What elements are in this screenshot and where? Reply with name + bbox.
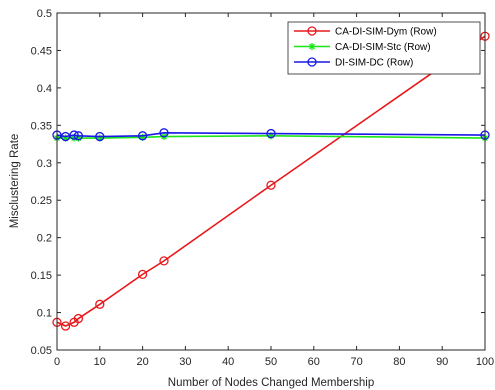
data-point — [60, 131, 71, 142]
legend-entry: CA-DI-SIM-Dym (Row) — [294, 26, 437, 38]
data-point — [137, 269, 148, 280]
data-point — [159, 256, 169, 266]
x-tick-label: 50 — [265, 356, 277, 368]
x-tick-label: 100 — [476, 356, 494, 368]
data-point — [137, 131, 148, 141]
x-tick-label: 90 — [436, 356, 448, 368]
y-tick-label: 0.1 — [37, 308, 52, 320]
legend-marker-stroke — [309, 43, 315, 50]
x-tick-label: 20 — [136, 356, 148, 368]
data-point — [73, 313, 84, 324]
y-tick-label: 0.4 — [37, 83, 52, 95]
y-tick-label: 0.05 — [31, 345, 52, 357]
legend-marker — [308, 43, 316, 50]
data-point — [159, 128, 169, 138]
legend-label: CA-DI-SIM-Dym (Row) — [335, 27, 437, 38]
legend-entry: DI-SIM-DC (Row) — [294, 57, 413, 69]
x-axis-label: Number of Nodes Changed Membership — [168, 377, 374, 389]
data-point — [266, 180, 276, 190]
legend-label: CA-DI-SIM-Stc (Row) — [335, 42, 431, 53]
legend-entries: CA-DI-SIM-Dym (Row) CA-DI-SIM-Stc (Row) DI… — [294, 26, 437, 69]
data-point — [73, 131, 84, 141]
y-tick-label: 0.15 — [31, 270, 52, 282]
y-tick-label: 0.2 — [37, 233, 52, 245]
data-point — [266, 128, 276, 139]
x-tick-label: 60 — [308, 356, 320, 368]
legend-label: DI-SIM-DC (Row) — [335, 58, 413, 69]
legend: CA-DI-SIM-Dym (Row) CA-DI-SIM-Stc (Row) DI… — [287, 21, 481, 75]
x-tick-label: 80 — [393, 356, 405, 368]
x-tick-label: 40 — [222, 356, 234, 368]
y-tick-label: 0.5 — [37, 8, 52, 20]
data-point — [60, 321, 71, 331]
legend-marker — [307, 57, 317, 67]
data-point — [95, 131, 105, 142]
x-tick-label: 10 — [94, 356, 106, 368]
data-point — [95, 299, 105, 309]
x-tick-label: 0 — [54, 356, 60, 368]
y-tick-label: 0.35 — [31, 120, 52, 132]
x-tick-label: 70 — [350, 356, 362, 368]
series-3 — [52, 128, 490, 142]
y-tick-label: 0.3 — [37, 158, 52, 170]
y-axis-label: Misclustering Rate — [9, 134, 21, 229]
data-point — [69, 130, 79, 140]
data-point-stroke — [71, 135, 78, 141]
legend-entry: CA-DI-SIM-Stc (Row) — [294, 42, 431, 53]
ticks-layer: 0 10 20 30 40 50 60 70 80 90 100 0.05 0.1 0.15 0.2 0.25… — [31, 8, 495, 368]
series-line — [56, 132, 486, 138]
y-tick-label: 0.25 — [31, 195, 52, 207]
series-line — [56, 35, 486, 327]
series-layer — [52, 31, 490, 331]
x-tick-label: 30 — [179, 356, 191, 368]
y-tick-label: 0.45 — [31, 45, 52, 57]
legend-marker — [307, 26, 317, 36]
